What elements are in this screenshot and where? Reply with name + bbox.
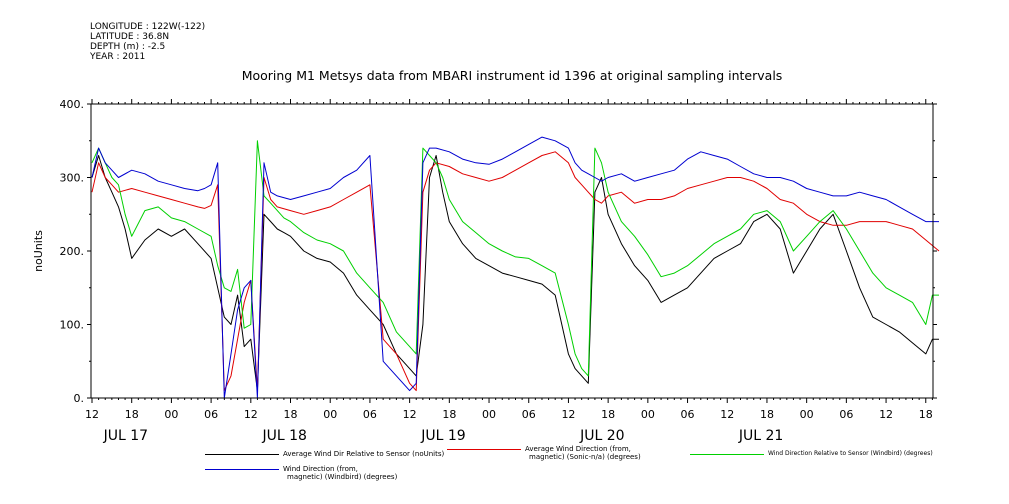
legend-label-2: Wind Direction Relative to Sensor (Windb… xyxy=(768,450,933,457)
x-tick-label: 12 xyxy=(879,408,893,421)
x-tick-label: 06 xyxy=(363,408,377,421)
x-tick-label: 18 xyxy=(284,408,298,421)
series-line-1 xyxy=(91,151,940,392)
legend-swatch-red xyxy=(447,449,521,450)
series-line-3 xyxy=(91,136,939,399)
x-tick-label: 12 xyxy=(244,408,258,421)
x-tick-label: 18 xyxy=(601,408,615,421)
longitude-text: LONGITUDE : 122W(-122) xyxy=(90,22,206,32)
plot-frame xyxy=(90,103,934,399)
x-tick-label: 06 xyxy=(681,408,695,421)
mooring-metadata: LONGITUDE : 122W(-122) LATITUDE : 36.8N … xyxy=(90,22,205,62)
y-tick-label: 200. xyxy=(60,245,85,258)
legend-swatch-blue xyxy=(205,469,279,470)
x-tick-label: 00 xyxy=(800,408,814,421)
depth-text: DEPTH (m) : -2.5 xyxy=(90,42,166,52)
x-tick-label: 18 xyxy=(125,408,139,421)
day-label: JUL 17 xyxy=(103,428,148,444)
x-tick-label: 18 xyxy=(919,408,933,421)
y-tick-label: 300. xyxy=(60,172,85,185)
series-layer xyxy=(91,136,940,399)
series-line-0 xyxy=(91,155,939,392)
legend-item-0: Average Wind Dir Relative to Sensor (noU… xyxy=(205,450,445,458)
day-label: JUL 19 xyxy=(420,428,465,444)
x-tick-label: 18 xyxy=(442,408,456,421)
y-axis-label: noUnits xyxy=(32,230,45,272)
day-label: JUL 20 xyxy=(579,428,624,444)
chart-title: Mooring M1 Metsys data from MBARI instru… xyxy=(242,68,783,83)
x-tick-label: 12 xyxy=(561,408,575,421)
legend-label-3a: Wind Direction (from, xyxy=(283,465,358,473)
y-tick-label: 100. xyxy=(60,319,85,332)
legend-label-0: Average Wind Dir Relative to Sensor (noU… xyxy=(283,450,445,458)
x-tick-label: 00 xyxy=(323,408,337,421)
x-tick-label: 00 xyxy=(164,408,178,421)
x-tick-label: 00 xyxy=(482,408,496,421)
day-label: JUL 21 xyxy=(738,428,783,444)
y-tick-label: 400. xyxy=(60,98,85,111)
legend-item-1: Average Wind Direction (from, magnetic) … xyxy=(447,445,641,461)
series-line-2 xyxy=(91,140,939,377)
axes: 0. 100. 200. 300. 400. 12 18 00 06 12 18 00 06 12 18 00… xyxy=(60,98,937,444)
latitude-text: LATITUDE : 36.8N xyxy=(90,32,170,42)
x-tick-label: 18 xyxy=(760,408,774,421)
y-tick-label: 0. xyxy=(74,392,85,405)
x-tick-label: 06 xyxy=(204,408,218,421)
x-tick-label: 12 xyxy=(403,408,417,421)
x-tick-label: 12 xyxy=(720,408,734,421)
legend-label-3b: magnetic) (Windbird) (degrees) xyxy=(287,473,398,481)
x-tick-label: 06 xyxy=(522,408,536,421)
x-tick-label: 00 xyxy=(641,408,655,421)
day-label: JUL 18 xyxy=(261,428,306,444)
legend-label-1b: magnetic) (Sonic-n/a) (degrees) xyxy=(529,453,641,461)
x-tick-label: 12 xyxy=(85,408,99,421)
legend-label-1a: Average Wind Direction (from, xyxy=(525,445,631,453)
legend-item-3: Wind Direction (from, magnetic) (Windbir… xyxy=(205,465,398,481)
legend-swatch-green xyxy=(690,454,764,455)
year-text: YEAR : 2011 xyxy=(90,52,146,62)
x-tick-label: 06 xyxy=(839,408,853,421)
legend-item-2: Wind Direction Relative to Sensor (Windb… xyxy=(690,450,933,458)
legend-swatch-black xyxy=(205,454,279,455)
